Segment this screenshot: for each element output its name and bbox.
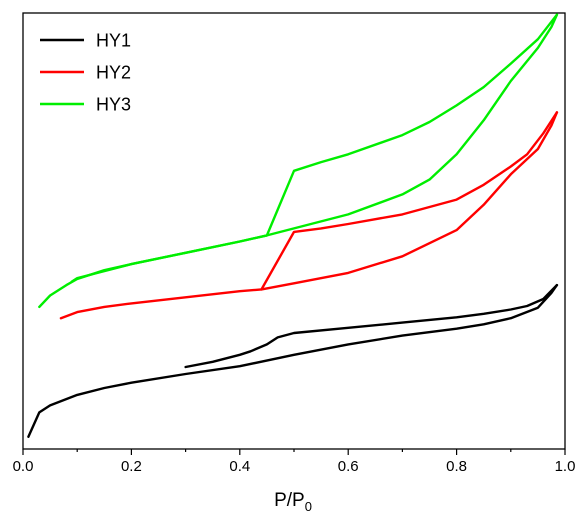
legend-label-hy1: HY1 [96, 31, 131, 51]
x-tick-label: 1.0 [555, 458, 576, 475]
series-hy2-desorption-line [260, 111, 559, 291]
series-hy2-adsorption-line [59, 111, 559, 320]
x-tick-label: 0.6 [338, 458, 359, 475]
x-tick-label: 0.0 [13, 458, 34, 475]
legend: HY1 HY2 HY3 [40, 31, 131, 115]
series-hy3-desorption-line [70, 13, 559, 283]
x-tick-label: 0.8 [446, 458, 467, 475]
series-hy1-adsorption-line [27, 283, 559, 438]
series-hy1-desorption-line [184, 283, 559, 369]
x-axis-title-main: P/P [274, 490, 305, 511]
series-hy3-adsorption-line [38, 13, 559, 309]
series-layer [27, 13, 559, 438]
x-tick-label: 0.2 [121, 458, 142, 475]
x-tick-label: 0.4 [229, 458, 250, 475]
legend-label-hy2: HY2 [96, 63, 131, 83]
x-axis-ticks: 0.0 0.2 0.4 0.6 0.8 1.0 [13, 449, 576, 475]
legend-label-hy3: HY3 [96, 95, 131, 115]
x-axis-title: P/P0 [274, 490, 312, 514]
x-axis-title-subscript: 0 [305, 499, 312, 514]
